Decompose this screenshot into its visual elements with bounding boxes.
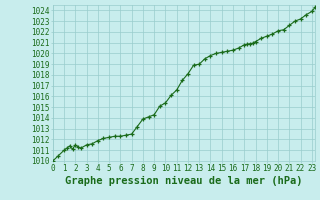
X-axis label: Graphe pression niveau de la mer (hPa): Graphe pression niveau de la mer (hPa) [65, 176, 303, 186]
